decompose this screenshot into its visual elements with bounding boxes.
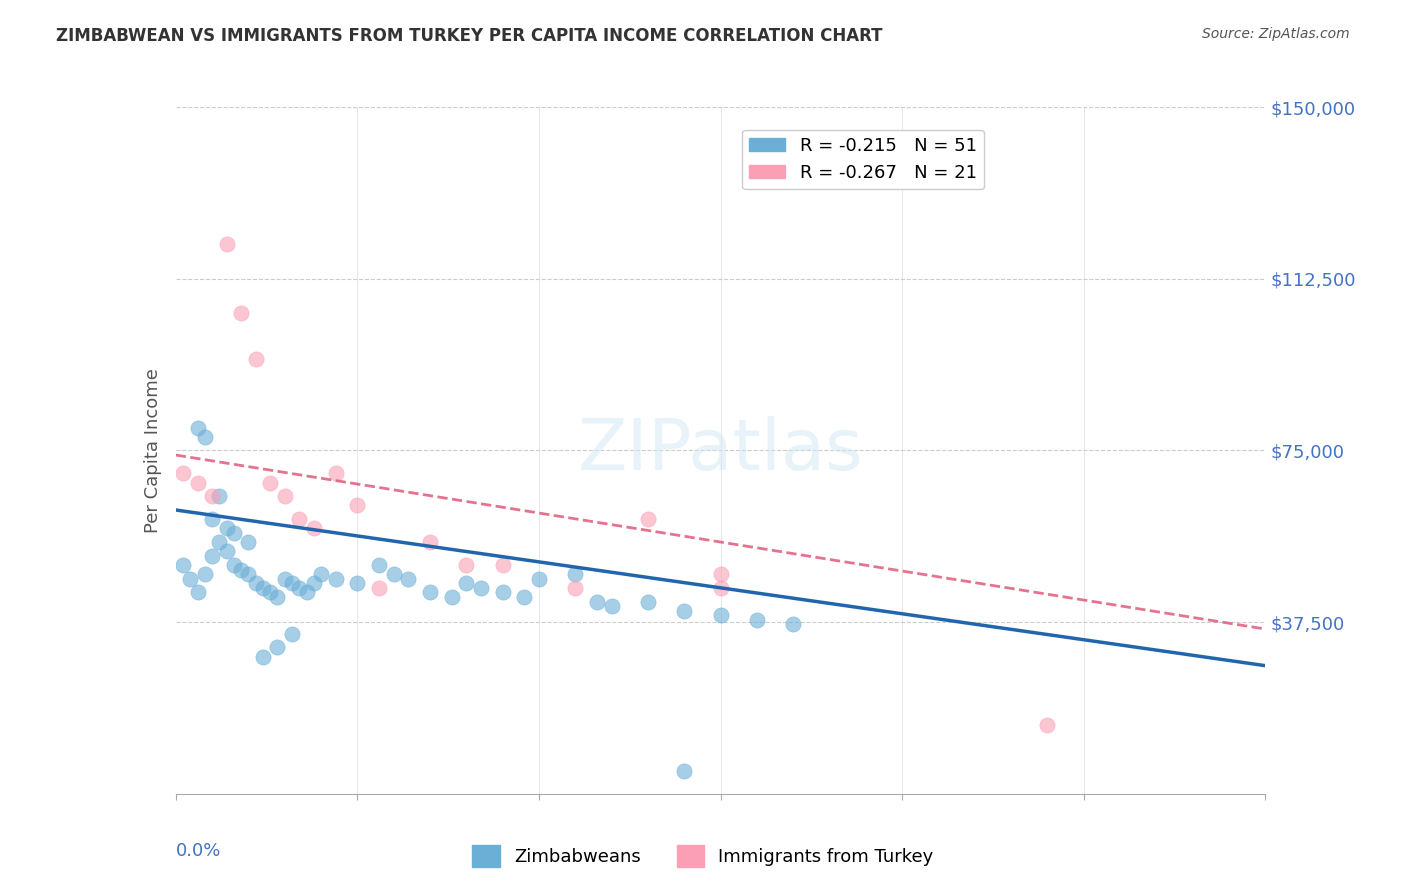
Point [492,558,515,572]
Point [745,613,768,627]
Point [346,576,368,591]
Point [222,558,245,572]
Point [288,581,311,595]
Point [637,512,659,526]
Point [288,512,311,526]
Point [215,544,238,558]
Point [179,572,201,586]
Point [259,585,281,599]
Point [215,521,238,535]
Point [201,549,224,563]
Point [238,567,260,582]
Point [194,430,217,444]
Point [673,764,696,778]
Text: ZIPatlas: ZIPatlas [578,416,863,485]
Point [419,585,441,599]
Point [274,489,297,503]
Point [281,576,304,591]
Point [215,237,238,252]
Point [266,590,288,604]
Point [208,489,231,503]
Point [382,567,405,582]
Point [325,572,347,586]
Point [1036,718,1059,732]
Point [309,567,332,582]
Point [231,562,253,576]
Point [513,590,536,604]
Point [782,617,804,632]
Point [396,572,419,586]
Point [673,604,696,618]
Point [295,585,318,599]
Point [527,572,550,586]
Point [238,535,260,549]
Point [186,585,209,599]
Point [564,567,586,582]
Point [186,475,209,490]
Point [368,558,391,572]
Point [222,525,245,540]
Point [470,581,492,595]
Point [208,535,231,549]
Point [710,581,733,595]
Point [259,475,281,490]
Point [201,512,224,526]
Point [281,626,304,640]
Text: Source: ZipAtlas.com: Source: ZipAtlas.com [1202,27,1350,41]
Point [419,535,441,549]
Point [492,585,515,599]
Point [325,467,347,481]
Legend: Zimbabweans, Immigrants from Turkey: Zimbabweans, Immigrants from Turkey [465,838,941,874]
Point [600,599,623,614]
Legend: R = -0.215   N = 51, R = -0.267   N = 21: R = -0.215 N = 51, R = -0.267 N = 21 [742,130,984,189]
Point [456,576,478,591]
Point [172,467,194,481]
Point [172,558,194,572]
Point [302,521,325,535]
Point [710,608,733,623]
Point [201,489,224,503]
Point [564,581,586,595]
Point [245,351,267,366]
Point [710,567,733,582]
Point [186,420,209,434]
Point [231,306,253,320]
Point [637,594,659,608]
Text: 0.0%: 0.0% [176,842,221,860]
Point [194,567,217,582]
Point [274,572,297,586]
Point [252,649,274,664]
Point [440,590,463,604]
Point [302,576,325,591]
Point [245,576,267,591]
Point [368,581,391,595]
Y-axis label: Per Capita Income: Per Capita Income [143,368,162,533]
Point [252,581,274,595]
Point [266,640,288,655]
Text: ZIMBABWEAN VS IMMIGRANTS FROM TURKEY PER CAPITA INCOME CORRELATION CHART: ZIMBABWEAN VS IMMIGRANTS FROM TURKEY PER… [56,27,883,45]
Point [346,499,368,513]
Point [586,594,609,608]
Point [456,558,478,572]
